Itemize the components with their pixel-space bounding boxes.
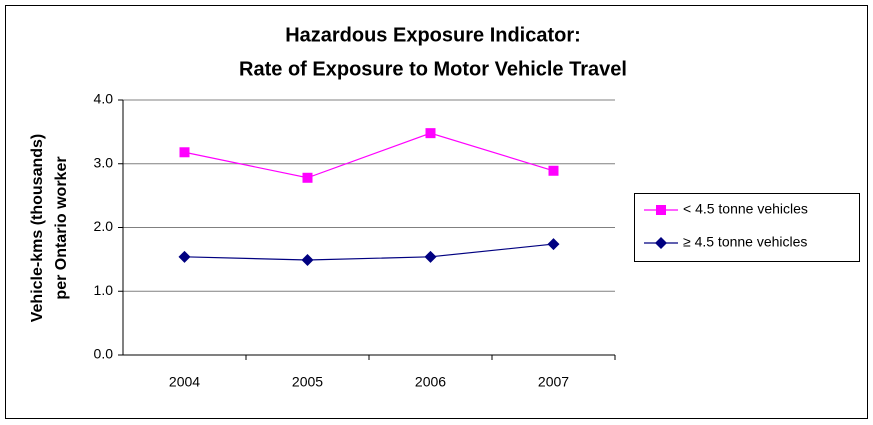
legend-marker	[655, 237, 667, 249]
legend-marker	[656, 205, 666, 215]
chart-title: Rate of Exposure to Motor Vehicle Travel	[239, 58, 627, 80]
marker	[425, 128, 436, 139]
marker	[548, 165, 559, 176]
series-line	[184, 132, 554, 179]
y-tick-label: 3.0	[94, 154, 114, 170]
legend-label: < 4.5 tonne vehicles	[683, 201, 808, 217]
chart-title: Hazardous Exposure Indicator:	[285, 24, 581, 46]
x-tick-label: 2007	[538, 374, 569, 390]
x-tick-label: 2006	[415, 374, 446, 390]
marker	[301, 254, 314, 267]
y-tick-label: 4.0	[94, 91, 114, 107]
y-tick-label: 2.0	[94, 218, 114, 234]
series-line	[184, 243, 554, 261]
marker	[178, 250, 191, 263]
marker	[547, 238, 560, 251]
x-tick-label: 2004	[169, 374, 200, 390]
marker	[424, 250, 437, 263]
y-tick-label: 1.0	[94, 282, 114, 298]
marker	[302, 172, 313, 183]
marker	[179, 147, 190, 158]
y-axis-title: per Ontario worker	[53, 156, 70, 299]
y-axis-title: Vehicle-kms (thousands)	[29, 134, 46, 323]
legend-label: ≥ 4.5 tonne vehicles	[683, 234, 807, 250]
legend-box	[634, 193, 860, 262]
x-tick-label: 2005	[292, 374, 323, 390]
y-tick-label: 0.0	[94, 346, 114, 362]
